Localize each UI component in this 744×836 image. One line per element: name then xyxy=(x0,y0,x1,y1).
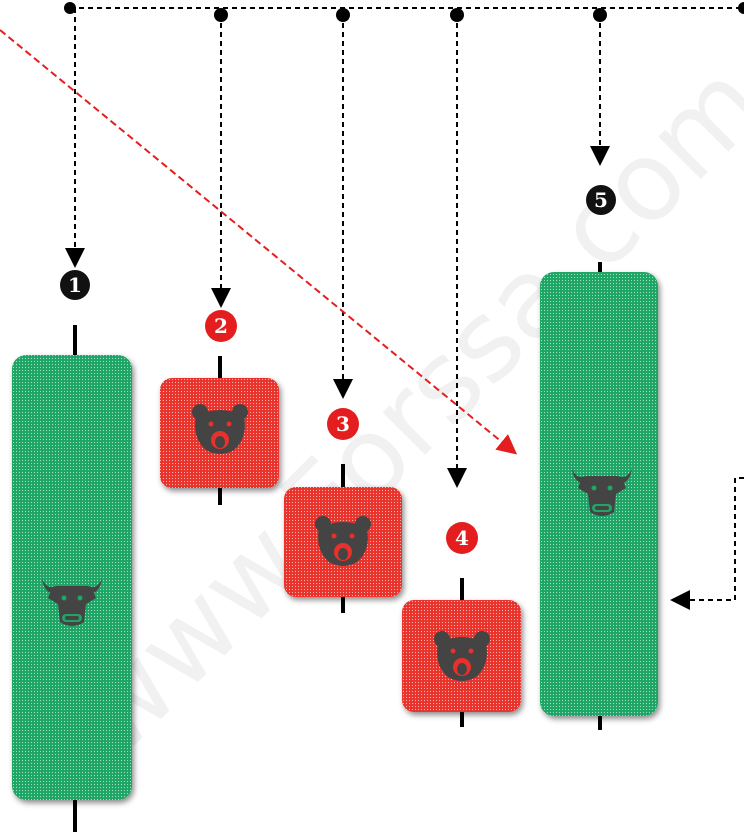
marker-label: 3 xyxy=(336,412,350,436)
markers: 1 2 3 4 5 xyxy=(60,185,616,554)
red-arrow xyxy=(0,29,518,455)
marker-label: 4 xyxy=(455,526,469,550)
dots xyxy=(64,2,744,22)
marker-label: 2 xyxy=(214,314,228,338)
connectors xyxy=(65,7,744,610)
marker-label: 5 xyxy=(594,188,608,212)
marker-label: 1 xyxy=(68,273,82,297)
